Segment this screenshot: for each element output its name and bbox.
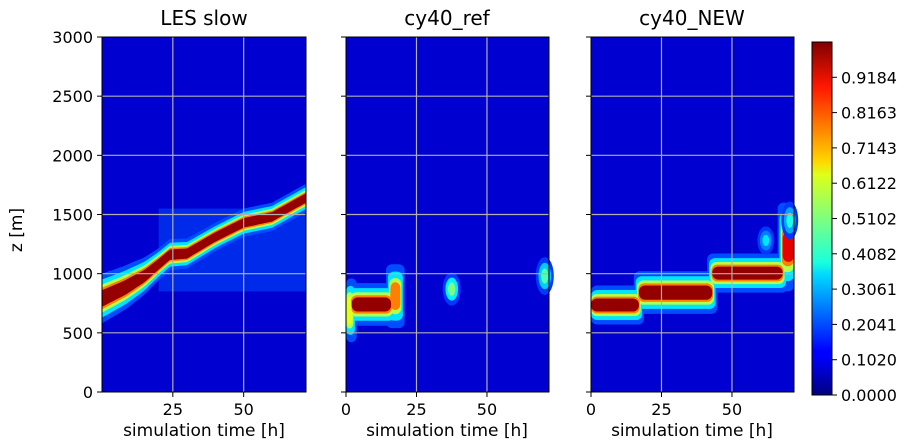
colorbar-tick-label: 0.4082 [841, 245, 897, 264]
x-tick-label: 0 [586, 400, 596, 419]
panel-cy40-new: cy40_NEW 0 25 50 simulation time [h] [586, 6, 799, 441]
panel-title: cy40_ref [404, 6, 490, 30]
colorbar-tick-label: 0.3061 [841, 280, 897, 299]
blob [786, 212, 794, 228]
y-tick-label: 0 [83, 383, 93, 402]
layer-segment [638, 285, 713, 300]
x-tick-label: 25 [651, 400, 671, 419]
colorbar: 0.0000 0.1020 0.2041 0.3061 0.4082 0.5102 0.61… [811, 41, 897, 405]
y-ticks [341, 36, 346, 393]
panel-title: cy40_NEW [639, 6, 745, 30]
colorbar-tick-label: 0.5102 [841, 210, 897, 229]
y-tick-label: 500 [62, 324, 93, 343]
gridlines [591, 37, 794, 392]
gridlines [346, 37, 549, 392]
layer-segment [351, 297, 392, 312]
x-axis-label: simulation time [h] [366, 421, 528, 441]
colorbar-tick-label: 0.7143 [841, 139, 897, 158]
x-tick-label: 50 [477, 400, 497, 419]
x-ticks: 0 25 50 [586, 392, 742, 419]
colorbar-tick-label: 0.8163 [841, 104, 897, 123]
y-tick-label: 3000 [52, 28, 93, 47]
x-tick-label: 25 [406, 400, 426, 419]
blob [448, 282, 456, 296]
x-tick-label: 0 [341, 400, 351, 419]
gridlines [102, 37, 306, 392]
colorbar-tick-label: 0.1020 [841, 351, 897, 370]
y-ticks [586, 36, 591, 393]
blob [762, 234, 770, 247]
layer-band [102, 193, 306, 307]
y-ticks: 0 500 1000 1500 2000 2500 3000 [52, 28, 102, 402]
y-tick-label: 1000 [52, 265, 93, 284]
colorbar-tick-label: 0.6122 [841, 174, 897, 193]
x-tick-label: 25 [163, 400, 183, 419]
panel-cy40-ref: cy40_ref 0 25 50 simulation time [h] [341, 6, 554, 441]
y-tick-label: 2000 [52, 146, 93, 165]
x-axis-label: simulation time [h] [123, 421, 285, 441]
colorbar-gradient [811, 41, 833, 396]
x-ticks: 0 25 50 [341, 392, 497, 419]
layer-segment [782, 232, 794, 262]
x-ticks: 25 50 [163, 392, 254, 419]
x-tick-label: 50 [722, 400, 742, 419]
x-axis-label: simulation time [h] [611, 421, 773, 441]
y-tick-label: 2500 [52, 87, 93, 106]
colorbar-ticks: 0.0000 0.1020 0.2041 0.3061 0.4082 0.5102 0.61… [832, 68, 897, 405]
colorbar-tick-label: 0.2041 [841, 315, 897, 334]
layer-segment [391, 285, 400, 307]
panel-title: LES slow [160, 6, 247, 30]
colorbar-tick-label: 0.9184 [841, 68, 897, 87]
blob [541, 268, 549, 284]
y-axis-label: z [m] [7, 208, 27, 252]
x-tick-label: 50 [233, 400, 253, 419]
colorbar-tick-label: 0.0000 [841, 386, 897, 405]
layer-segment [347, 299, 352, 321]
y-tick-label: 1500 [52, 206, 93, 225]
panel-les-slow: LES slow 25 50 0 500 1000 1500 2000 2500 3000 s… [52, 6, 307, 441]
layer-segment [591, 298, 639, 312]
